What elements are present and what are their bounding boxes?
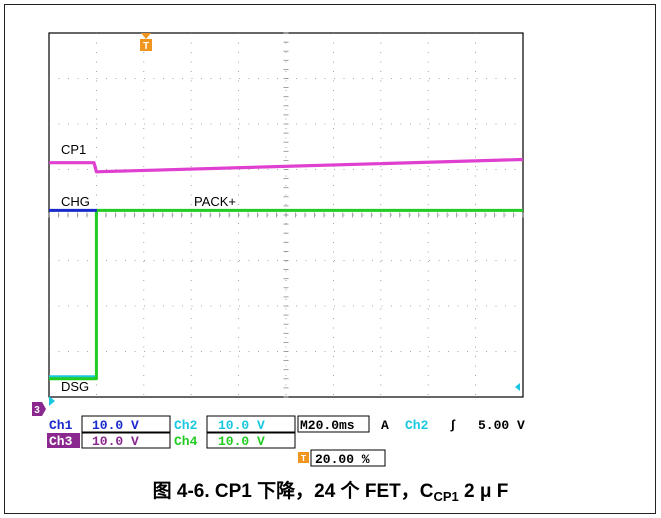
label-chg: CHG: [61, 194, 90, 209]
caption-prefix: 图 4-6. CP1 下降，24 个 FET，C: [152, 481, 434, 502]
label-dsg: DSG: [61, 379, 89, 394]
ch3-label: Ch3: [49, 434, 73, 449]
graticule: [48, 32, 524, 398]
trigger-position-value: 20.00 %: [315, 452, 370, 467]
ch3-scale: 10.0 V: [92, 434, 139, 449]
svg-text:T: T: [301, 454, 307, 464]
ch4-scale: 10.0 V: [218, 434, 265, 449]
readout-row-1: Ch1 10.0 V Ch2 10.0 V M20.0ms A Ch2 ʃ 5.…: [47, 415, 525, 433]
trigger-slope: ʃ: [449, 418, 457, 433]
ch2-ground-marker: [49, 396, 55, 406]
label-pack: PACK+: [194, 194, 236, 209]
ch1-scale: 10.0 V: [92, 418, 139, 433]
ch1-label: Ch1: [49, 418, 73, 433]
ch2-scale: 10.0 V: [218, 418, 265, 433]
figure-caption: 图 4-6. CP1 下降，24 个 FET，CCP1 2 μ F: [0, 476, 661, 504]
caption-subscript: CP1: [433, 489, 459, 504]
label-cp1: CP1: [61, 142, 86, 157]
trigger-position-marker: T: [140, 33, 152, 52]
waveform-traces: [49, 157, 524, 381]
trigger-position-readout: T 20.00 %: [298, 449, 386, 467]
trigger-level-marker: [515, 383, 520, 391]
trigger-level: 5.00 V: [478, 418, 525, 433]
ch3-ground-marker: 3: [32, 402, 46, 416]
ch4-label: Ch4: [174, 434, 198, 449]
svg-text:3: 3: [34, 405, 40, 416]
trace-pack: [49, 208, 523, 381]
ch2-label: Ch2: [174, 418, 198, 433]
trigger-mode: A: [381, 418, 389, 433]
svg-text:T: T: [143, 41, 149, 52]
caption-suffix: 2 μ F: [458, 481, 509, 502]
timebase: M20.0ms: [300, 418, 355, 433]
trigger-source: Ch2: [405, 418, 429, 433]
trace-cp1: [49, 157, 524, 174]
readout-row-2: Ch3 10.0 V Ch4 10.0 V: [47, 432, 296, 449]
